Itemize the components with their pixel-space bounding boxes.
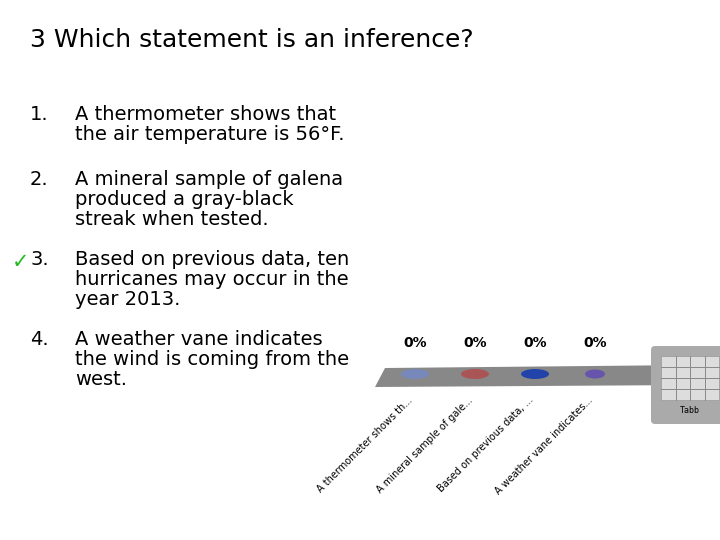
Text: the wind is coming from the: the wind is coming from the: [75, 350, 349, 369]
Text: ✓: ✓: [12, 252, 30, 272]
Ellipse shape: [401, 369, 429, 379]
Text: A weather vane indicates: A weather vane indicates: [75, 330, 323, 349]
Ellipse shape: [521, 369, 549, 379]
Text: A weather vane indicates...: A weather vane indicates...: [494, 395, 595, 496]
FancyBboxPatch shape: [661, 356, 719, 400]
Text: 3 Which statement is an inference?: 3 Which statement is an inference?: [30, 28, 474, 52]
Text: Based on previous data, ...: Based on previous data, ...: [436, 395, 535, 494]
Text: 0%: 0%: [463, 336, 487, 350]
Text: A thermometer shows that: A thermometer shows that: [75, 105, 336, 124]
Text: Based on previous data, ten: Based on previous data, ten: [75, 250, 349, 269]
Ellipse shape: [461, 369, 489, 379]
Text: A thermometer shows th...: A thermometer shows th...: [316, 395, 415, 494]
Text: 0%: 0%: [523, 336, 546, 350]
Text: year 2013.: year 2013.: [75, 290, 181, 309]
Text: hurricanes may occur in the: hurricanes may occur in the: [75, 270, 348, 289]
Text: 4.: 4.: [30, 330, 49, 349]
Text: 3.: 3.: [30, 250, 49, 269]
Text: 0%: 0%: [403, 336, 427, 350]
FancyBboxPatch shape: [651, 346, 720, 424]
Ellipse shape: [585, 369, 605, 379]
Text: A mineral sample of galena: A mineral sample of galena: [75, 170, 343, 189]
Text: 2.: 2.: [30, 170, 49, 189]
Text: 0%: 0%: [583, 336, 607, 350]
Text: the air temperature is 56°F.: the air temperature is 56°F.: [75, 125, 344, 144]
Text: 1.: 1.: [30, 105, 49, 124]
Polygon shape: [375, 365, 695, 387]
Text: A mineral sample of gale...: A mineral sample of gale...: [375, 395, 475, 495]
Text: Tabb: Tabb: [680, 406, 700, 415]
Text: streak when tested.: streak when tested.: [75, 210, 269, 229]
Text: produced a gray-black: produced a gray-black: [75, 190, 294, 209]
Text: west.: west.: [75, 370, 127, 389]
